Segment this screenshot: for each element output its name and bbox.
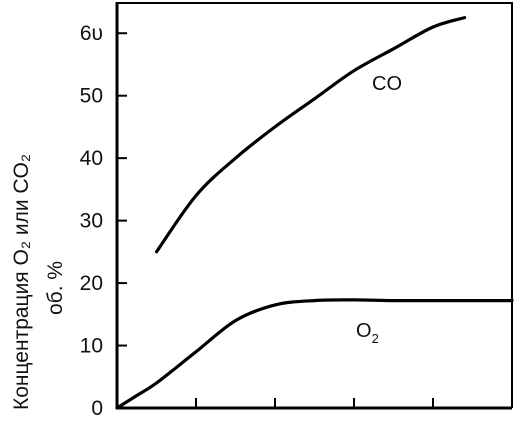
series-label-co: CO [372,73,402,95]
plot-frame [115,2,513,410]
y-tick-label: 30 [80,210,103,233]
y-tick-label: 40 [80,147,103,170]
y-tick-label: 20 [80,272,103,295]
x-axis-ticks [195,398,434,408]
y-tick-label: 0 [91,397,103,420]
y-axis-ticks [117,32,127,347]
series-lines [115,16,514,410]
y-tick-label: 6υ [80,22,103,45]
y-axis-tick-labels: 0 10 20 30 40 50 6υ [80,22,103,420]
y-tick-label: 50 [80,85,103,108]
series-label-o2: O2 [356,320,379,346]
y-axis-label-line1: Концентрация O₂ или CO₂ [10,154,33,410]
series-line-o2 [115,298,514,410]
series-line-co [154,16,467,254]
y-axis-label-line2: об. % [44,261,67,315]
y-tick-label: 10 [80,335,103,358]
